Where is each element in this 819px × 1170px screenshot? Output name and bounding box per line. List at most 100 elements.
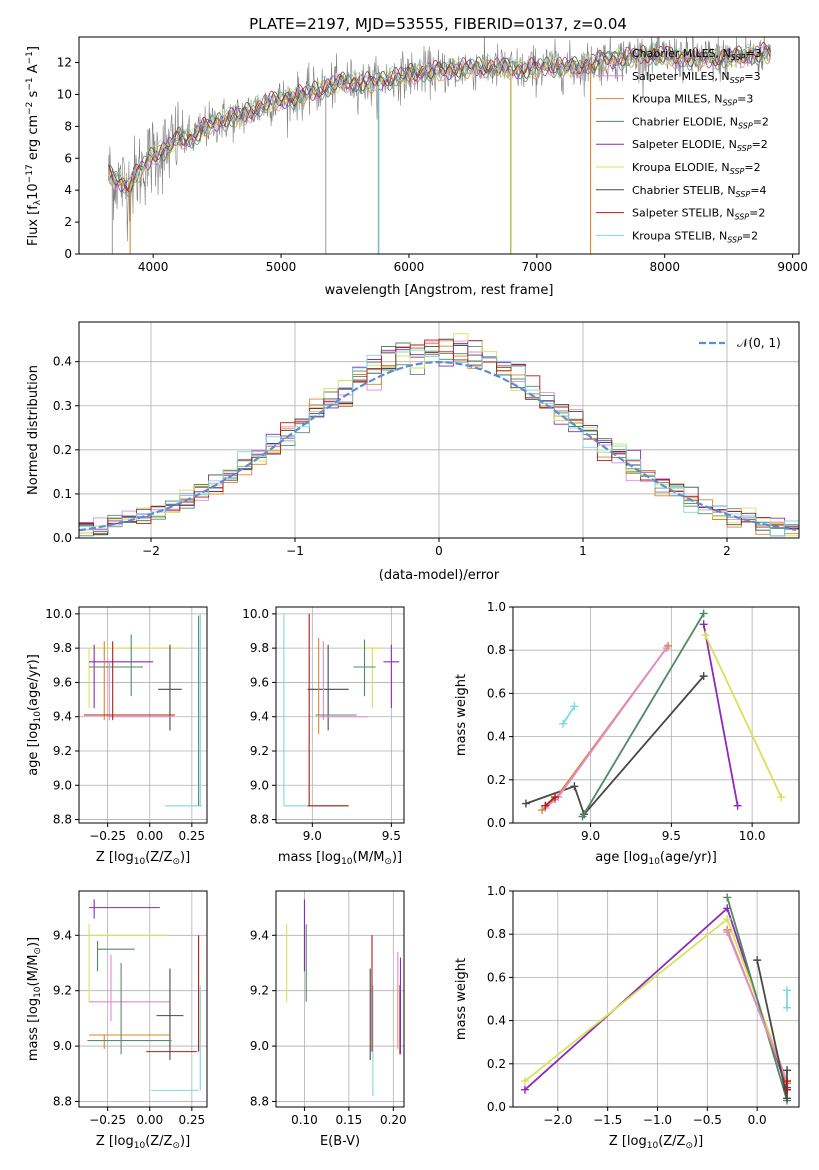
x-tick-label: 0.20 <box>380 1113 407 1127</box>
x-tick-label: 9.5 <box>662 829 681 843</box>
weight-vs-Z-panel: −2.0 −1.5 −1.0 −0.5 0.0 0.0 0.2 0.4 0.6 0.8 1.0 Z [… <box>454 884 800 1151</box>
x-tick-label: 8000 <box>649 260 680 274</box>
residual-histogram-step <box>79 339 799 533</box>
x-axis-label: Z [log10(Z/Z⊙)] <box>96 1134 190 1151</box>
plot-area <box>79 322 799 538</box>
weight-series-line <box>726 897 788 1101</box>
weight-series-line <box>704 634 783 798</box>
x-tick-label: 0 <box>435 544 443 558</box>
x-tick-label: −1.0 <box>643 1113 672 1127</box>
legend-label: 𝒩(0, 1) <box>737 336 781 350</box>
model-spectrum-line <box>108 41 771 192</box>
axes-frame <box>78 890 208 1108</box>
weight-point-marker <box>753 956 762 965</box>
mass-vs-Z-panel: −0.25 0.00 0.25 8.8 9.0 9.2 9.4 Z [log10(Z/Z⊙)]… <box>26 890 208 1151</box>
y-axis-label: age [log10(age/yr)] <box>26 654 43 776</box>
x-tick-label: 4000 <box>138 260 169 274</box>
model-spectrum-line <box>108 46 771 190</box>
mass-vs-ebv-panel: 0.10 0.15 0.20 8.8 9.0 9.2 9.4 E(B-V) <box>250 890 407 1149</box>
y-tick-label: 2 <box>64 215 72 229</box>
y-tick-label: 8.8 <box>250 813 269 827</box>
x-tick-label: 5000 <box>266 260 297 274</box>
y-tick-label: 9.0 <box>250 1039 269 1053</box>
legend-label: Kroupa MILES, NSSP=3 <box>632 93 753 108</box>
y-tick-label: 0.2 <box>487 773 506 787</box>
y-tick-label: 9.2 <box>53 984 72 998</box>
weight-series-line <box>756 959 788 1099</box>
legend-label: Kroupa STELIB, NSSP=2 <box>632 229 758 244</box>
weight-point-marker <box>723 928 732 937</box>
y-tick-label: 8.8 <box>53 813 72 827</box>
x-tick-label: 2 <box>723 544 731 558</box>
x-axis-label: mass [log10(M/M⊙)] <box>278 850 402 867</box>
y-tick-label: 8.8 <box>250 1094 269 1108</box>
y-tick-label: 9.8 <box>53 641 72 655</box>
y-tick-label: 10.0 <box>242 607 269 621</box>
y-tick-label: 9.0 <box>53 1039 72 1053</box>
weight-series-line <box>581 613 705 817</box>
y-tick-label: 1.0 <box>487 600 506 614</box>
age-vs-mass-panel: 9.0 9.5 8.8 9.0 9.2 9.4 9.6 9.8 10.0 mass [log10(… <box>242 606 405 867</box>
spectrum-panel: 4000 5000 6000 7000 8000 9000 0 2 4 6 8 10 12 Chabrie… <box>25 36 808 298</box>
chart-title: PLATE=2197, MJD=53555, FIBERID=0137, z=0… <box>249 15 627 33</box>
legend-label: Salpeter MILES, NSSP=3 <box>632 70 761 85</box>
x-tick-label: −2.0 <box>543 1113 572 1127</box>
x-tick-label: 0.25 <box>178 829 205 843</box>
y-tick-label: 0.8 <box>487 643 506 657</box>
y-tick-label: 10 <box>57 87 72 101</box>
axes-frame <box>78 606 208 824</box>
y-tick-label: 0.8 <box>487 927 506 941</box>
x-axis-label: Z [log10(Z/Z⊙)] <box>609 1134 703 1151</box>
y-tick-label: 0.6 <box>487 970 506 984</box>
y-tick-label: 0.2 <box>487 1057 506 1071</box>
x-tick-label: −0.25 <box>89 829 126 843</box>
x-tick-label: 0.10 <box>291 1113 318 1127</box>
y-axis-label: Normed distribution <box>26 365 41 495</box>
x-tick-label: 0.25 <box>178 1113 205 1127</box>
weight-point-marker <box>733 801 742 810</box>
weight-point-marker <box>541 801 550 810</box>
y-tick-label: 9.4 <box>250 710 269 724</box>
weight-point-marker <box>783 1077 792 1086</box>
weight-point-marker <box>723 893 732 902</box>
weight-point-marker <box>570 702 579 711</box>
weight-point-marker <box>570 782 579 791</box>
y-axis-label: mass [log10(M/M⊙)] <box>26 937 43 1061</box>
spectrum-legend: Chabrier MILES, NSSP=3 Salpeter MILES, NS… <box>596 47 769 244</box>
x-tick-label: −1 <box>286 544 304 558</box>
weight-point-marker <box>699 672 708 681</box>
y-tick-label: 0.6 <box>487 686 506 700</box>
plot-area <box>513 607 799 823</box>
y-tick-label: 0.0 <box>487 816 506 830</box>
axes-frame <box>512 890 800 1108</box>
weight-point-marker <box>521 799 530 808</box>
y-tick-label: 0.2 <box>53 443 72 457</box>
y-tick-label: 4 <box>64 183 72 197</box>
weight-vs-age-panel: 9.0 9.5 10.0 0.0 0.2 0.4 0.6 0.8 1.0 age [log10(a… <box>454 600 800 867</box>
y-tick-label: 9.6 <box>53 675 72 689</box>
x-tick-label: 0.0 <box>748 1113 767 1127</box>
x-tick-label: 9.0 <box>303 829 322 843</box>
plot-area <box>276 607 404 823</box>
y-tick-label: 0.4 <box>487 730 506 744</box>
weight-series-line <box>702 624 739 806</box>
x-axis-label: E(B-V) <box>320 1134 360 1149</box>
x-tick-label: 0.00 <box>136 829 163 843</box>
weight-series-line <box>544 647 668 809</box>
plot-area <box>276 891 404 1107</box>
plot-area <box>108 37 772 254</box>
x-tick-label: 10.0 <box>739 829 766 843</box>
weight-point-marker <box>559 719 568 728</box>
y-axis-label: mass weight <box>454 674 469 756</box>
residual-panel: −2 −1 0 1 2 0.0 0.1 0.2 0.3 0.4 𝒩(0, 1) (data-model… <box>26 321 800 583</box>
axes-frame <box>275 606 405 824</box>
y-tick-label: 9.2 <box>53 744 72 758</box>
y-axis-label: Flux [fλ10−17 erg cm−2 s−1 A−1] <box>25 46 43 246</box>
age-vs-Z-panel: −0.25 0.00 0.25 8.8 9.0 9.2 9.4 9.6 9.8 10.0 Z [lo… <box>26 606 208 867</box>
y-tick-label: 0.1 <box>53 487 72 501</box>
axes-frame <box>78 321 800 539</box>
weight-point-marker <box>783 1003 792 1012</box>
x-tick-label: −2 <box>142 544 160 558</box>
x-tick-label: 0.15 <box>336 1113 363 1127</box>
